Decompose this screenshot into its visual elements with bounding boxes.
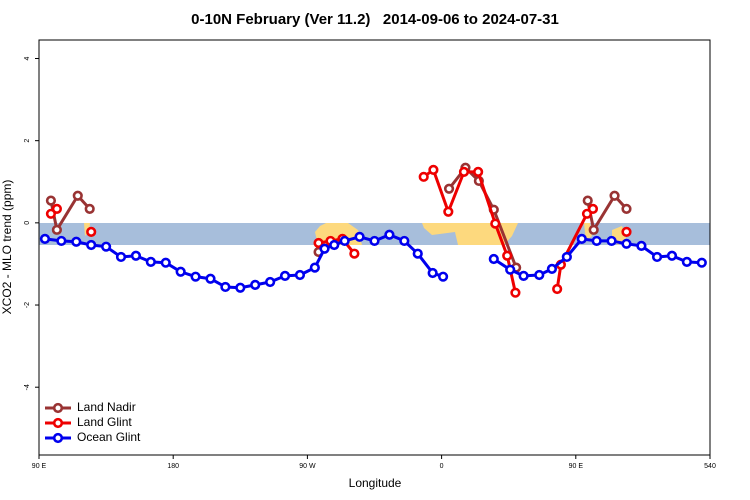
data-point <box>86 226 97 237</box>
data-point <box>51 203 62 214</box>
x-tick-label: 90 E <box>32 463 47 470</box>
data-point <box>130 250 142 261</box>
data-point <box>369 235 380 247</box>
y-axis-label: XCO2 - MLO trend (ppm) <box>0 180 14 315</box>
data-point <box>160 257 171 268</box>
legend-marker <box>52 432 64 444</box>
data-point <box>443 183 455 194</box>
data-point <box>329 239 340 251</box>
data-point <box>71 236 82 247</box>
data-point <box>591 235 602 247</box>
y-tick-label: 2 <box>24 139 31 143</box>
data-point <box>510 287 521 298</box>
y-tick-label: -4 <box>24 384 31 390</box>
data-point <box>437 271 449 282</box>
legend-label: Land Glint <box>77 415 132 429</box>
x-axis-label: Longitude <box>349 476 402 490</box>
data-point <box>313 237 324 249</box>
data-point <box>294 269 306 281</box>
x-tick-label: 180 <box>167 463 179 470</box>
x-tick-label: 0 <box>440 463 444 470</box>
x-tick-label: 90 W <box>299 463 316 470</box>
ocean-band <box>39 223 710 245</box>
data-point <box>518 270 529 281</box>
data-point <box>621 226 632 237</box>
y-tick-label: -2 <box>24 302 31 308</box>
legend-label: Land Nadir <box>77 400 136 414</box>
data-point <box>427 267 438 279</box>
legend-marker <box>52 402 64 414</box>
data-point <box>235 282 246 293</box>
data-point <box>696 257 707 268</box>
data-point <box>561 251 572 263</box>
data-point <box>72 190 83 201</box>
data-point <box>45 195 57 206</box>
data-point <box>56 235 67 247</box>
data-point <box>473 166 484 177</box>
data-point <box>399 235 410 247</box>
data-point <box>339 235 350 247</box>
data-point <box>428 164 439 175</box>
data-point <box>621 238 632 249</box>
plot-frame <box>38 39 711 456</box>
data-point <box>84 203 95 214</box>
data-point <box>418 171 429 182</box>
data-point <box>576 233 587 244</box>
data-point <box>587 203 599 214</box>
data-point <box>458 166 470 177</box>
data-point <box>220 281 231 293</box>
data-point <box>636 240 647 251</box>
data-point <box>349 248 360 259</box>
x-tick-label: 90 E <box>569 463 584 470</box>
data-point <box>651 251 663 263</box>
data-point <box>39 233 51 244</box>
data-point <box>534 269 545 281</box>
data-point <box>51 224 62 235</box>
data-point <box>190 271 201 282</box>
x-tick-label: 540 <box>704 463 716 470</box>
data-point <box>250 279 261 290</box>
data-point <box>588 224 599 235</box>
data-point <box>666 250 678 261</box>
data-point <box>490 218 501 229</box>
legend-marker <box>52 417 64 429</box>
legend-label: Ocean Glint <box>77 430 141 444</box>
data-point <box>384 229 395 240</box>
data-point <box>265 276 276 288</box>
data-point <box>621 203 632 214</box>
data-point <box>100 241 112 252</box>
data-point <box>354 231 365 242</box>
data-point <box>582 195 593 206</box>
data-point <box>606 235 617 247</box>
data-point <box>552 283 563 295</box>
data-point <box>205 273 216 284</box>
data-point <box>546 263 558 274</box>
data-point <box>145 256 156 267</box>
data-point <box>443 206 454 217</box>
data-point <box>681 256 692 267</box>
data-point <box>86 239 97 251</box>
data-point <box>175 266 186 277</box>
data-point <box>309 262 320 273</box>
chart-title: 0-10N February (Ver 11.2) 2014-09-06 to … <box>191 11 559 28</box>
data-point <box>319 243 330 254</box>
data-point <box>488 253 499 265</box>
y-tick-label: 0 <box>24 221 31 225</box>
data-point <box>279 270 291 281</box>
data-point <box>609 190 620 201</box>
data-point <box>115 251 127 263</box>
data-point <box>412 248 423 259</box>
data-point <box>505 264 516 275</box>
data-point <box>502 250 513 261</box>
y-tick-label: 4 <box>24 56 31 60</box>
